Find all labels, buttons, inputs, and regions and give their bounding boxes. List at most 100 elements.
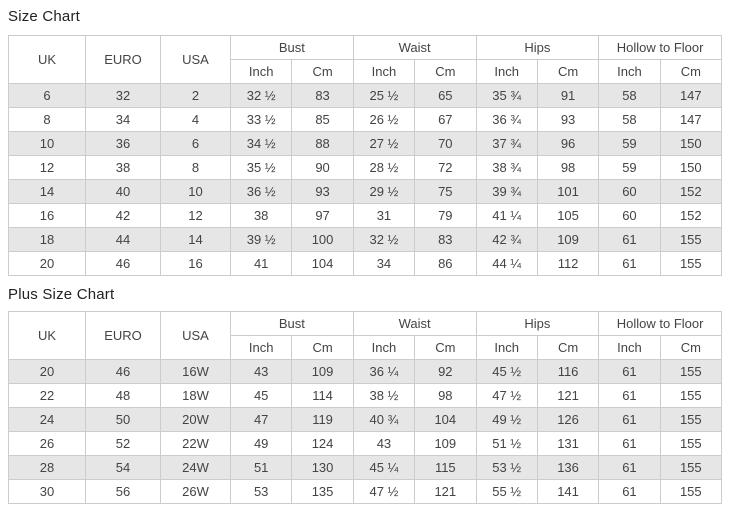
unit-header: Cm	[291, 335, 354, 360]
column-group-header: USA	[160, 35, 231, 84]
unit-header: Inch	[352, 335, 416, 360]
table-cell: 34	[352, 251, 416, 276]
table-cell: 121	[414, 479, 477, 504]
table-cell: 98	[536, 155, 600, 180]
size-chart-title: Size Chart	[8, 8, 81, 25]
table-cell: 47	[229, 407, 293, 432]
table-cell: 41 ¼	[475, 203, 538, 228]
table-cell: 47 ½	[352, 479, 416, 504]
table-cell: 26	[8, 431, 86, 456]
table-row: 18 44 14 39 ½ 100 32 ½ 83 42 ¾ 109 61 155	[8, 227, 723, 252]
table-cell: 58	[598, 107, 661, 132]
table-cell: 126	[536, 407, 600, 432]
table-cell: 152	[659, 203, 723, 228]
table-cell: 61	[598, 407, 661, 432]
table-cell: 38	[229, 203, 293, 228]
table-row: 10 36 6 34 ½ 88 27 ½ 70 37 ¾ 96 59 150	[8, 131, 723, 156]
table-cell: 2	[160, 83, 231, 108]
table-cell: 49 ½	[475, 407, 538, 432]
table-cell: 25 ½	[352, 83, 416, 108]
table-cell: 100	[291, 227, 354, 252]
table-cell: 14	[160, 227, 231, 252]
table-cell: 34	[85, 107, 161, 132]
table-cell: 20W	[160, 407, 231, 432]
table-cell: 8	[8, 107, 86, 132]
table-cell: 105	[536, 203, 600, 228]
table-cell: 121	[536, 383, 600, 408]
column-group-header: Bust	[230, 35, 354, 60]
table-cell: 40 ¾	[352, 407, 416, 432]
table-cell: 147	[659, 107, 723, 132]
table-cell: 44	[85, 227, 161, 252]
table-cell: 38 ½	[352, 383, 416, 408]
table-cell: 147	[659, 83, 723, 108]
table-cell: 4	[160, 107, 231, 132]
column-group-header: UK	[8, 311, 86, 360]
table-cell: 93	[536, 107, 600, 132]
table-cell: 36	[85, 131, 161, 156]
table-cell: 18W	[160, 383, 231, 408]
unit-header: Inch	[598, 59, 661, 84]
column-group-header: Hips	[475, 35, 600, 60]
table-cell: 38 ¾	[475, 155, 538, 180]
table-cell: 53 ½	[475, 455, 538, 480]
table-cell: 131	[536, 431, 600, 456]
table-cell: 70	[414, 131, 477, 156]
unit-header: Inch	[352, 59, 416, 84]
table-cell: 60	[598, 203, 661, 228]
table-cell: 12	[160, 203, 231, 228]
table-cell: 35 ¾	[475, 83, 538, 108]
table-cell: 14	[8, 179, 86, 204]
table-cell: 83	[291, 83, 354, 108]
table-cell: 112	[536, 251, 600, 276]
table-cell: 130	[291, 455, 354, 480]
table-cell: 155	[659, 227, 723, 252]
table-cell: 16W	[160, 359, 231, 384]
plus-size-chart-title: Plus Size Chart	[8, 286, 115, 303]
table-cell: 20	[8, 251, 86, 276]
table-cell: 40	[85, 179, 161, 204]
table-cell: 22	[8, 383, 86, 408]
table-row: 12 38 8 35 ½ 90 28 ½ 72 38 ¾ 98 59 150	[8, 155, 723, 180]
column-group-header: UK	[8, 35, 86, 84]
header-row-groups: UK EURO USA Bust Waist Hips Hollow to Floor	[8, 35, 722, 84]
table-cell: 33 ½	[229, 107, 293, 132]
table-cell: 49	[229, 431, 293, 456]
table-row: 22 48 18W 45 114 38 ½ 98 47 ½ 121 61 155	[8, 383, 723, 408]
table-cell: 61	[598, 431, 661, 456]
table-cell: 155	[659, 407, 723, 432]
table-cell: 114	[291, 383, 354, 408]
unit-header: Inch	[229, 335, 293, 360]
unit-header: Cm	[414, 335, 477, 360]
table-cell: 27 ½	[352, 131, 416, 156]
table-cell: 16	[160, 251, 231, 276]
table-cell: 37 ¾	[475, 131, 538, 156]
table-cell: 97	[291, 203, 354, 228]
table-cell: 29 ½	[352, 179, 416, 204]
table-cell: 67	[414, 107, 477, 132]
table-cell: 8	[160, 155, 231, 180]
column-group-header: Bust	[230, 311, 354, 336]
table-cell: 39 ¾	[475, 179, 538, 204]
table-cell: 41	[229, 251, 293, 276]
table-cell: 101	[536, 179, 600, 204]
table-cell: 79	[414, 203, 477, 228]
table-cell: 24	[8, 407, 86, 432]
table-cell: 116	[536, 359, 600, 384]
table-cell: 36 ¼	[352, 359, 416, 384]
size-chart-table-container: UK EURO USA Bust Waist Hips Hollow to Floor Inc…	[8, 35, 723, 276]
column-group-header: Hollow to Floor	[598, 311, 722, 336]
table-cell: 47 ½	[475, 383, 538, 408]
table-cell: 45 ½	[475, 359, 538, 384]
table-cell: 152	[659, 179, 723, 204]
table-cell: 26W	[160, 479, 231, 504]
table-cell: 54	[85, 455, 161, 480]
table-cell: 150	[659, 131, 723, 156]
table-cell: 155	[659, 431, 723, 456]
unit-header: Cm	[536, 335, 600, 360]
table-cell: 50	[85, 407, 161, 432]
table-cell: 6	[160, 131, 231, 156]
table-cell: 51	[229, 455, 293, 480]
table-cell: 61	[598, 227, 661, 252]
